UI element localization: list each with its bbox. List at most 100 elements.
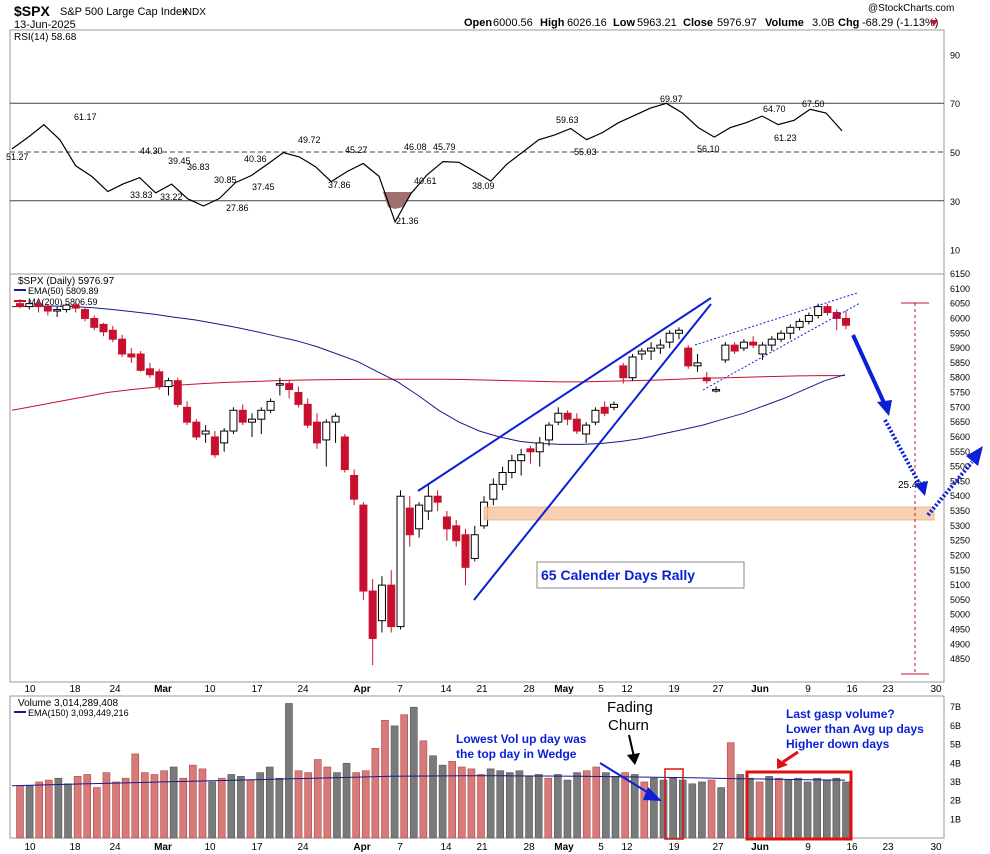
volume-bar: [83, 774, 92, 839]
candle-body: [322, 421, 331, 441]
volume-bar: [438, 764, 447, 839]
candle-body: [591, 409, 600, 423]
last-gasp-box: [745, 770, 853, 841]
candle-body: [43, 306, 52, 312]
x-tick-label: 24: [109, 684, 121, 695]
candle-body: [656, 344, 665, 349]
candle-body: [637, 350, 646, 355]
candle-body: [25, 303, 34, 308]
candle-body: [136, 353, 145, 371]
projected-bounce-arrowhead: [966, 446, 983, 466]
x-tick-label: May: [554, 842, 574, 853]
volume-bar: [640, 781, 649, 839]
volume-bar: [506, 772, 514, 839]
volume-bar: [256, 772, 264, 839]
rising-wedge-upper: [694, 292, 858, 346]
last-gasp-line3: Higher down days: [786, 737, 890, 751]
price-ytick: 5150: [950, 565, 970, 575]
volume-bar: [544, 777, 553, 839]
candle-body: [53, 309, 62, 312]
candle-body: [266, 400, 275, 411]
high-label: High: [540, 17, 565, 29]
chart-date: 13-Jun-2025: [14, 19, 76, 31]
volume-bar: [784, 779, 793, 839]
last-gasp-line1: Last gasp volume?: [786, 707, 895, 721]
close-value: 5976.97: [717, 17, 757, 29]
price-ytick: 5600: [950, 432, 970, 442]
candle-body: [786, 326, 795, 334]
candle-body: [842, 317, 850, 326]
x-tick-label: 21: [476, 684, 488, 695]
x-tick-label: 10: [204, 684, 216, 695]
volume-bar: [717, 787, 725, 839]
rsi-value-label: 45.79: [433, 142, 456, 152]
volume-bar: [390, 725, 399, 839]
price-ytick: 6050: [950, 299, 970, 309]
volume-bar: [265, 766, 274, 839]
rsi-ytick: 10: [950, 246, 960, 256]
candle-body: [294, 392, 303, 405]
candle-body: [201, 430, 210, 435]
price-ytick: 5000: [950, 610, 970, 620]
price-ytick: 6000: [950, 313, 970, 323]
volume-bar: [669, 777, 677, 839]
volume-bar: [323, 766, 332, 839]
candle-body: [62, 304, 71, 311]
volume-ytick: 2B: [950, 796, 961, 806]
rsi-value-label: 40.61: [414, 176, 437, 186]
candle-body: [823, 306, 832, 314]
candle-body: [71, 304, 80, 309]
rsi-ytick: 70: [950, 99, 960, 109]
price-ytick: 5800: [950, 373, 970, 383]
x-tick-label: 5: [598, 842, 604, 853]
candle-body: [415, 504, 424, 530]
candle-body: [127, 353, 136, 358]
x-tick-label: 21: [476, 842, 488, 853]
volume-bar: [448, 761, 457, 839]
candle-body: [498, 472, 507, 485]
candle-body: [16, 303, 24, 308]
candle-body: [229, 409, 238, 432]
candle-body: [387, 584, 396, 628]
volume-bar: [169, 766, 178, 839]
lowest-vol-line1: Lowest Vol up day was: [456, 732, 587, 746]
price-ytick: 5750: [950, 388, 970, 398]
x-tick-label: Jun: [751, 684, 769, 695]
pct-label: 25.4%: [898, 480, 926, 491]
candle-body: [285, 383, 294, 391]
candle-body: [684, 347, 693, 367]
price-ytick: 4900: [950, 639, 970, 649]
ema150-legend-swatch: [14, 711, 26, 713]
volume-bar: [486, 768, 495, 839]
x-tick-label: 17: [251, 842, 263, 853]
volume-bar: [179, 777, 188, 839]
volume-bar: [409, 706, 418, 839]
candle-body: [303, 403, 312, 426]
symbol-name: S&P 500 Large Cap Index: [60, 6, 188, 18]
candle-body: [767, 338, 776, 346]
fading-churn-line1: Fading: [607, 699, 653, 716]
candle-body: [702, 377, 711, 382]
x-tick-label: 18: [69, 684, 81, 695]
x-tick-label: May: [554, 684, 574, 695]
projected-drop-dotted: [883, 419, 922, 486]
x-tick-label: 5: [598, 684, 604, 695]
price-ytick: 5050: [950, 595, 970, 605]
ema150-line: [11, 775, 846, 787]
x-tick-label: 16: [846, 684, 858, 695]
volume-ytick: 6B: [950, 721, 961, 731]
candle-body: [312, 421, 321, 444]
close-label: Close: [683, 17, 713, 29]
volume-bar: [563, 779, 572, 839]
lowest-vol-arrowhead: [643, 787, 662, 801]
rsi-value-label: 44.30: [140, 146, 163, 156]
volume-bar: [659, 779, 668, 839]
volume-bar: [419, 740, 428, 839]
price-ytick: 5850: [950, 358, 970, 368]
candle-body: [442, 516, 451, 530]
volume-bar: [217, 777, 226, 839]
rsi-value-label: 39.45: [168, 156, 191, 166]
rsi-value-label: 33.22: [160, 192, 183, 202]
candle-body: [489, 483, 498, 500]
